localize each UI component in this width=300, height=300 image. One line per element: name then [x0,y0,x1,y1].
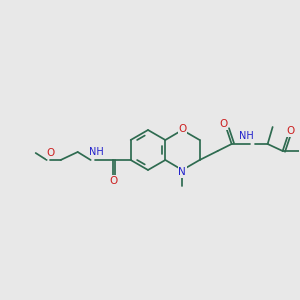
Text: O: O [220,119,228,129]
Text: N: N [178,167,186,177]
Text: O: O [286,126,295,136]
Text: NH: NH [239,131,254,141]
Text: O: O [46,148,55,158]
Text: O: O [178,124,186,134]
Text: O: O [110,176,118,186]
Text: NH: NH [89,147,104,157]
Text: NH₂: NH₂ [299,147,300,157]
